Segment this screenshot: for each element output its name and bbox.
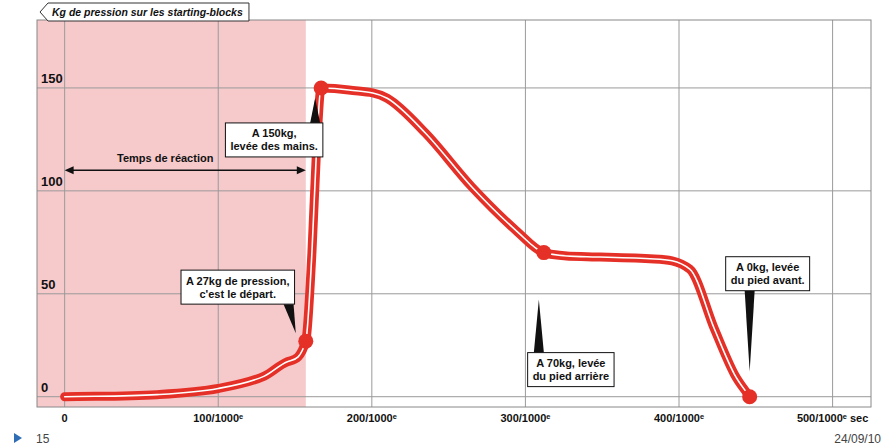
annotation: A 70kg, levéedu pied arrière [528, 300, 614, 387]
data-layer [65, 80, 758, 404]
annotation-text: c'est le départ. [199, 288, 276, 300]
page-number: 15 [36, 432, 50, 446]
y-tick-label: 0 [41, 380, 48, 395]
x-tick-label: 100/1000ᵉ [193, 412, 243, 424]
arrow-head [65, 166, 74, 174]
annotation-pointer [310, 98, 320, 123]
x-grid-line [832, 20, 833, 407]
annotation-pointer [284, 304, 296, 333]
x-grid-line [525, 20, 526, 407]
y-grid-line [37, 190, 871, 191]
annotation-dot [298, 334, 313, 349]
annotation-text: A 27kg de pression, [186, 275, 290, 287]
y-tick-label: 50 [41, 277, 55, 292]
reaction-zone [37, 20, 306, 407]
annotation: A 0kg, levéedu pied avant. [726, 257, 810, 372]
annotation-text: A 0kg, levée [736, 261, 799, 273]
annotation-dot [536, 245, 551, 260]
y-tick-label: 150 [41, 71, 63, 86]
annotation-text: levée des mains. [230, 140, 317, 152]
footer-marker [14, 433, 22, 443]
y-axis-title-box [40, 3, 249, 21]
arrow-head [297, 166, 306, 174]
x-tick-label: 400/1000ᵉ [654, 412, 704, 424]
reaction-arrow [65, 166, 306, 174]
annotation-dot [314, 80, 329, 95]
annotation-text: A 70kg, levée [536, 357, 605, 369]
annotation-pointer [534, 300, 544, 353]
annotation-text: A 150kg, [252, 127, 297, 139]
x-grid-line [371, 20, 372, 407]
annotation-pointer [745, 291, 755, 372]
arrow-shaft [71, 170, 300, 172]
chart: 0 50 100 150 0 100/1000ᵉ 200/1000ᵉ 300/1000ᵉ 400… [0, 0, 889, 448]
annotation-box [726, 257, 810, 291]
pressure-line-highlight [65, 88, 750, 397]
x-tick-label: 200/1000ᵉ [347, 412, 397, 424]
x-tick-label: 0 [62, 412, 68, 424]
annotation-text: du pied arrière [533, 370, 609, 382]
reaction-label: Temps de réaction [117, 152, 214, 164]
x-tick-label: 300/1000ᵉ [500, 412, 550, 424]
annotation-box [225, 123, 322, 157]
x-grid-line [64, 20, 65, 407]
y-grid-line [37, 87, 871, 88]
plot-frame [37, 20, 871, 407]
annotation-box [528, 353, 614, 387]
annotation-text: du pied avant. [731, 274, 805, 286]
footer-date: 24/09/10 [834, 432, 881, 446]
x-grid-line [679, 20, 680, 407]
x-grid-line [218, 20, 219, 407]
pressure-line [65, 88, 750, 397]
annotation-box [181, 270, 295, 304]
annotation: A 150kg,levée des mains. [225, 98, 322, 157]
annotation-dot [742, 389, 757, 404]
y-axis-title: Kg de pression sur les starting-blocks [52, 6, 243, 18]
x-tick-label: 500/1000ᵉ sec [797, 412, 868, 424]
annotation: A 27kg de pression,c'est le départ. [181, 270, 296, 333]
y-tick-label: 100 [41, 174, 63, 189]
